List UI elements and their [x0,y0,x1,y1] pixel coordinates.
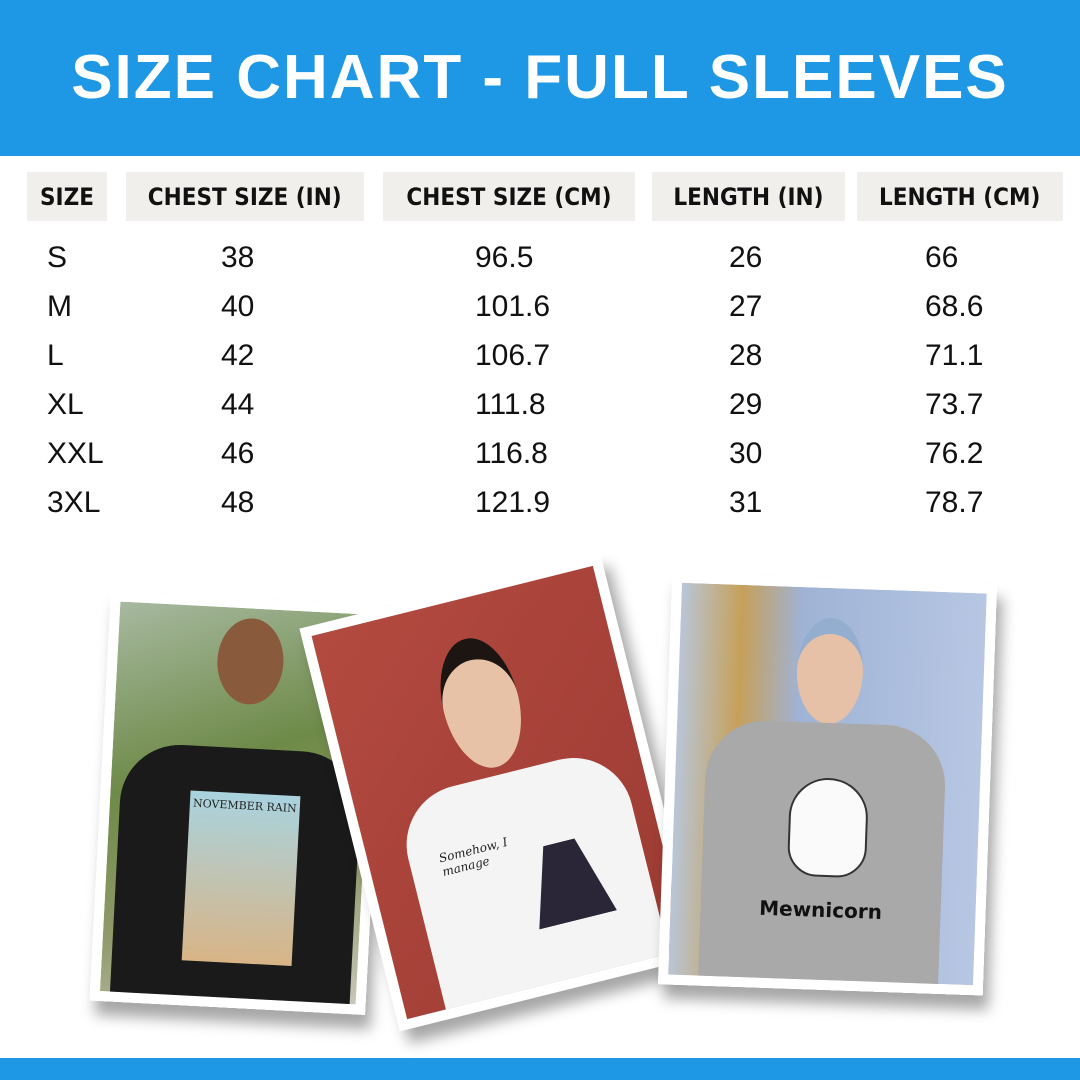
footer-bar [0,1058,1080,1080]
table-cell-chest-cm: 101.6 [475,290,551,323]
table-cell-length-in: 26 [729,241,763,274]
column-header-length-cm: LENGTH (CM) [857,172,1063,221]
table-cell-chest-cm: 106.7 [475,339,551,372]
cat-graphic [786,776,870,879]
table-cell-length-in: 28 [729,339,763,372]
title-banner: SIZE CHART - FULL SLEEVES [0,0,1080,156]
table-cell-length-cm: 73.7 [925,388,984,421]
table-cell-size: 3XL [47,486,101,519]
table-cell-size: XL [47,388,84,421]
table-cell-chest-in: 46 [221,437,255,470]
table-cell-length-cm: 68.6 [925,290,984,323]
table-cell-length-in: 29 [729,388,763,421]
column-header-length-in: LENGTH (IN) [652,172,845,221]
table-cell-chest-cm: 116.8 [475,437,548,470]
column-header-label: CHEST SIZE (CM) [406,182,612,211]
table-cell-chest-in: 42 [221,339,255,372]
shirt-print: NOVEMBER RAIN [181,790,301,967]
table-cell-chest-in: 48 [221,486,255,519]
column-header-chest-cm: CHEST SIZE (CM) [383,172,635,221]
table-cell-size: XXL [47,437,104,470]
table-cell-chest-cm: 111.8 [475,388,546,421]
column-header-label: SIZE [39,182,94,211]
table-cell-chest-in: 38 [221,241,255,274]
table-cell-chest-in: 44 [221,388,255,421]
person-head [795,616,865,726]
table-cell-length-cm: 66 [925,241,959,274]
table-cell-length-in: 27 [729,290,763,323]
column-header-label: LENGTH (IN) [673,182,824,211]
column-header-size: SIZE [27,172,107,221]
white-shirt [393,745,673,1025]
table-cell-chest-in: 40 [221,290,255,323]
person-head [215,616,286,707]
table-cell-length-in: 31 [729,486,763,519]
table-cell-length-cm: 71.1 [925,339,984,372]
table-cell-chest-cm: 121.9 [475,486,551,519]
table-cell-length-in: 30 [729,437,763,470]
table-cell-size: S [47,241,68,274]
table-cell-size: M [47,290,72,323]
table-cell-length-cm: 78.7 [925,486,984,519]
person-head [427,629,534,777]
column-header-label: LENGTH (CM) [879,182,1041,211]
page-title: SIZE CHART - FULL SLEEVES [71,42,1009,112]
column-header-label: CHEST SIZE (IN) [148,182,342,211]
photo-mewnicorn: Mewnicorn [657,572,998,996]
column-header-chest-in: CHEST SIZE (IN) [126,172,364,221]
table-cell-length-cm: 76.2 [925,437,984,470]
table-cell-size: L [47,339,64,372]
table-cell-chest-cm: 96.5 [475,241,534,274]
